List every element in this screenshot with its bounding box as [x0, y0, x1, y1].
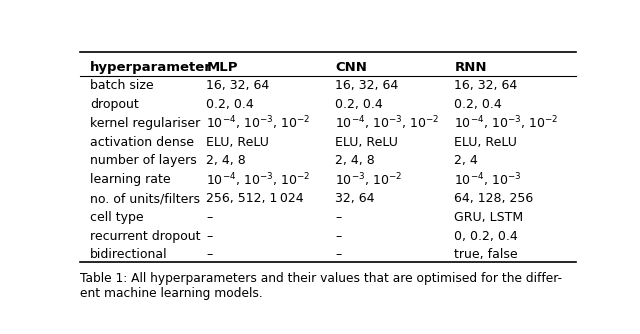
Text: MLP: MLP [207, 60, 238, 73]
Text: 0.2, 0.4: 0.2, 0.4 [454, 98, 502, 111]
Text: recurrent dropout: recurrent dropout [90, 229, 200, 242]
Text: activation dense: activation dense [90, 136, 194, 149]
Text: 32, 64: 32, 64 [335, 192, 375, 205]
Text: bidirectional: bidirectional [90, 248, 168, 261]
Text: 0.2, 0.4: 0.2, 0.4 [335, 98, 383, 111]
Text: $10^{-4}$, $10^{-3}$, $10^{-2}$: $10^{-4}$, $10^{-3}$, $10^{-2}$ [207, 115, 311, 132]
Text: 16, 32, 64: 16, 32, 64 [207, 79, 269, 93]
Text: 16, 32, 64: 16, 32, 64 [335, 79, 399, 93]
Text: ELU, ReLU: ELU, ReLU [454, 136, 517, 149]
Text: –: – [207, 211, 212, 224]
Text: true, false: true, false [454, 248, 518, 261]
Text: –: – [335, 211, 342, 224]
Text: $10^{-4}$, $10^{-3}$: $10^{-4}$, $10^{-3}$ [454, 171, 522, 188]
Text: GRU, LSTM: GRU, LSTM [454, 211, 524, 224]
Text: 16, 32, 64: 16, 32, 64 [454, 79, 518, 93]
Text: batch size: batch size [90, 79, 154, 93]
Text: 0, 0.2, 0.4: 0, 0.2, 0.4 [454, 229, 518, 242]
Text: $10^{-4}$, $10^{-3}$, $10^{-2}$: $10^{-4}$, $10^{-3}$, $10^{-2}$ [454, 115, 559, 132]
Text: dropout: dropout [90, 98, 139, 111]
Text: 2, 4, 8: 2, 4, 8 [207, 154, 246, 167]
Text: ELU, ReLU: ELU, ReLU [207, 136, 269, 149]
Text: no. of units/filters: no. of units/filters [90, 192, 200, 205]
Text: ELU, ReLU: ELU, ReLU [335, 136, 398, 149]
Text: 2, 4: 2, 4 [454, 154, 478, 167]
Text: kernel regulariser: kernel regulariser [90, 117, 200, 130]
Text: 64, 128, 256: 64, 128, 256 [454, 192, 534, 205]
Text: $10^{-4}$, $10^{-3}$, $10^{-2}$: $10^{-4}$, $10^{-3}$, $10^{-2}$ [207, 171, 311, 188]
Text: –: – [207, 229, 212, 242]
Text: 0.2, 0.4: 0.2, 0.4 [207, 98, 254, 111]
Text: RNN: RNN [454, 60, 487, 73]
Text: number of layers: number of layers [90, 154, 196, 167]
Text: –: – [335, 229, 342, 242]
Text: 2, 4, 8: 2, 4, 8 [335, 154, 375, 167]
Text: CNN: CNN [335, 60, 367, 73]
Text: –: – [207, 248, 212, 261]
Text: hyperparameter: hyperparameter [90, 60, 212, 73]
Text: 256, 512, 1 024: 256, 512, 1 024 [207, 192, 304, 205]
Text: Table 1: All hyperparameters and their values that are optimised for the differ-: Table 1: All hyperparameters and their v… [80, 272, 562, 300]
Text: $10^{-3}$, $10^{-2}$: $10^{-3}$, $10^{-2}$ [335, 171, 403, 188]
Text: cell type: cell type [90, 211, 143, 224]
Text: –: – [335, 248, 342, 261]
Text: $10^{-4}$, $10^{-3}$, $10^{-2}$: $10^{-4}$, $10^{-3}$, $10^{-2}$ [335, 115, 440, 132]
Text: learning rate: learning rate [90, 173, 170, 186]
